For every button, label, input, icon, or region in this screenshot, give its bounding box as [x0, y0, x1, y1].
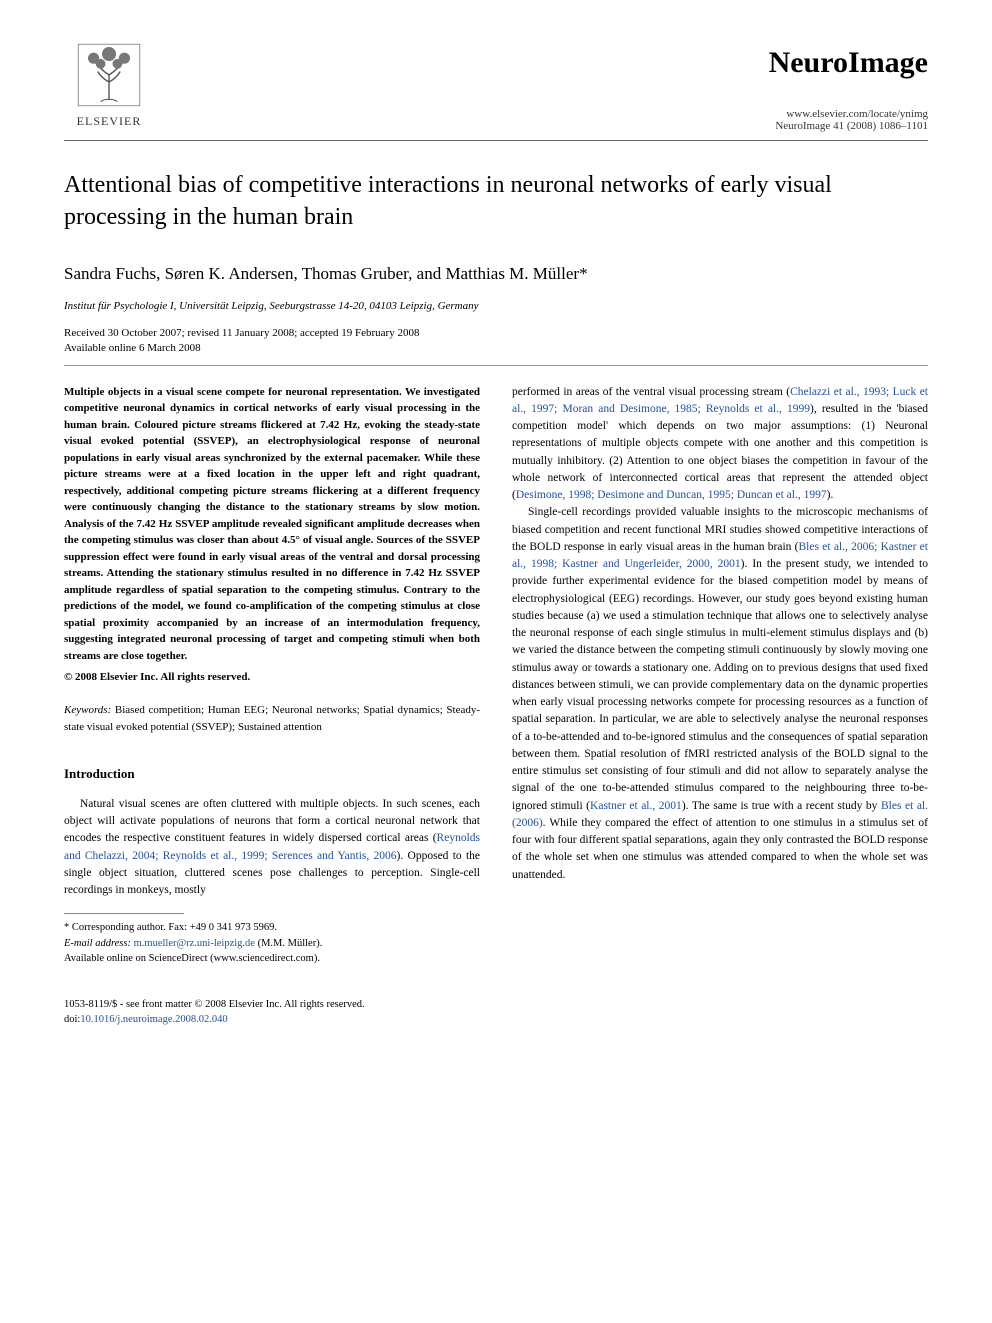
- citation-kastner-2001[interactable]: Kastner et al., 2001: [590, 800, 682, 812]
- intro-p1-a: Natural visual scenes are often cluttere…: [64, 798, 480, 845]
- col2-paragraph-1: performed in areas of the ventral visual…: [512, 384, 928, 505]
- sciencedirect-note: Available online on ScienceDirect (www.s…: [64, 951, 480, 966]
- right-column: performed in areas of the ventral visual…: [512, 384, 928, 966]
- dates-line2: Available online 6 March 2008: [64, 341, 928, 356]
- journal-url: www.elsevier.com/locate/ynimg: [769, 108, 928, 120]
- journal-brand-block: NeuroImage www.elsevier.com/locate/ynimg…: [769, 40, 928, 132]
- elsevier-tree-icon: [74, 40, 144, 110]
- doi-line: doi:10.1016/j.neuroimage.2008.02.040: [64, 1013, 928, 1028]
- affiliation: Institut für Psychologie I, Universität …: [64, 300, 928, 312]
- footnote-block: * Corresponding author. Fax: +49 0 341 9…: [64, 920, 480, 966]
- header-divider: [64, 140, 928, 141]
- c2p2-d: . While they compared the effect of atte…: [512, 817, 928, 881]
- publisher-name: ELSEVIER: [77, 114, 142, 129]
- email-tail: (M.M. Müller).: [255, 938, 322, 949]
- footnote-divider: [64, 913, 184, 914]
- dates-line1: Received 30 October 2007; revised 11 Jan…: [64, 326, 928, 341]
- c2p2-c: ). The same is true with a recent study …: [682, 800, 881, 812]
- abstract: Multiple objects in a visual scene compe…: [64, 384, 480, 665]
- header-row: ELSEVIER NeuroImage www.elsevier.com/loc…: [64, 40, 928, 132]
- intro-paragraph-1: Natural visual scenes are often cluttere…: [64, 796, 480, 900]
- article-title: Attentional bias of competitive interact…: [64, 169, 928, 234]
- two-column-body: Multiple objects in a visual scene compe…: [64, 384, 928, 966]
- journal-reference: NeuroImage 41 (2008) 1086–1101: [769, 120, 928, 132]
- keywords-text: Biased competition; Human EEG; Neuronal …: [64, 704, 480, 733]
- email-address[interactable]: m.mueller@rz.uni-leipzig.de: [134, 938, 255, 949]
- c2p2-b: ). In the present study, we intended to …: [512, 558, 928, 812]
- corresponding-author: * Corresponding author. Fax: +49 0 341 9…: [64, 920, 480, 935]
- footer-block: 1053-8119/$ - see front matter © 2008 El…: [64, 998, 928, 1027]
- keywords-label: Keywords:: [64, 704, 111, 716]
- abstract-copyright: © 2008 Elsevier Inc. All rights reserved…: [64, 670, 480, 686]
- citation-desimone-1998[interactable]: Desimone, 1998; Desimone and Duncan, 199…: [516, 489, 827, 501]
- doi-value[interactable]: 10.1016/j.neuroimage.2008.02.040: [80, 1014, 227, 1025]
- doi-label: doi:: [64, 1014, 80, 1025]
- front-matter-line: 1053-8119/$ - see front matter © 2008 El…: [64, 998, 928, 1013]
- c2p1-b: ), resulted in the 'biased competition m…: [512, 403, 928, 501]
- c2p1-a: performed in areas of the ventral visual…: [512, 386, 790, 398]
- col2-paragraph-2: Single-cell recordings provided valuable…: [512, 504, 928, 884]
- keywords-block: Keywords: Biased competition; Human EEG;…: [64, 702, 480, 735]
- publisher-logo-block: ELSEVIER: [64, 40, 154, 129]
- meta-divider: [64, 365, 928, 366]
- dates-block: Received 30 October 2007; revised 11 Jan…: [64, 326, 928, 357]
- introduction-heading: Introduction: [64, 765, 480, 784]
- left-column: Multiple objects in a visual scene compe…: [64, 384, 480, 966]
- c2p1-c: ).: [827, 489, 834, 501]
- email-line: E-mail address: m.mueller@rz.uni-leipzig…: [64, 936, 480, 951]
- email-label: E-mail address:: [64, 938, 131, 949]
- authors: Sandra Fuchs, Søren K. Andersen, Thomas …: [64, 264, 928, 284]
- journal-name: NeuroImage: [769, 46, 928, 80]
